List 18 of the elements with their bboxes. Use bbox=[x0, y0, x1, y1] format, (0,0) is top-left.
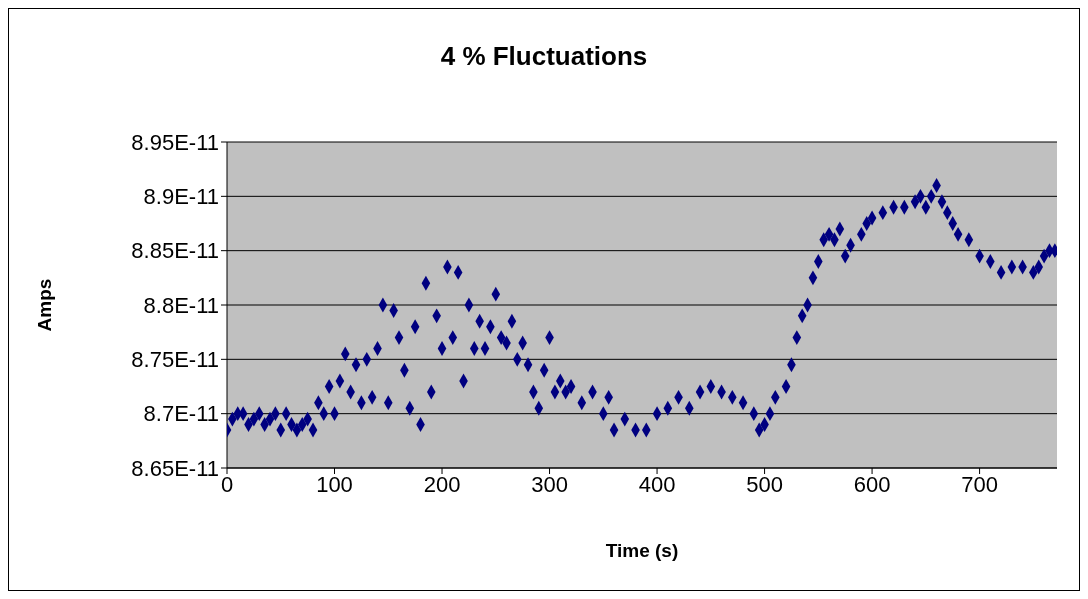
x-tick-label: 300 bbox=[531, 471, 568, 497]
y-tick-label: 8.65E-11 bbox=[131, 455, 219, 481]
x-tick-label: 600 bbox=[853, 471, 891, 497]
x-tick-label: 700 bbox=[961, 471, 998, 497]
y-tick-label: 8.85E-11 bbox=[131, 238, 219, 264]
y-tick-label: 8.8E-11 bbox=[143, 292, 219, 318]
x-tick-label: 200 bbox=[423, 471, 461, 497]
x-tick-label: 500 bbox=[746, 471, 783, 497]
y-tick-label: 8.9E-11 bbox=[143, 184, 219, 210]
x-tick-label: 400 bbox=[638, 471, 676, 497]
x-tick-label: 100 bbox=[316, 471, 353, 497]
y-tick-label: 8.95E-11 bbox=[131, 129, 219, 155]
y-tick-label: 8.7E-11 bbox=[143, 401, 219, 427]
chart-title: 4 % Fluctuations bbox=[439, 41, 649, 72]
y-tick-label: 8.75E-11 bbox=[131, 347, 219, 373]
x-axis-title: Time (s) bbox=[605, 540, 679, 561]
y-axis-title: Amps bbox=[33, 278, 55, 332]
x-tick-label: 0 bbox=[220, 471, 234, 497]
